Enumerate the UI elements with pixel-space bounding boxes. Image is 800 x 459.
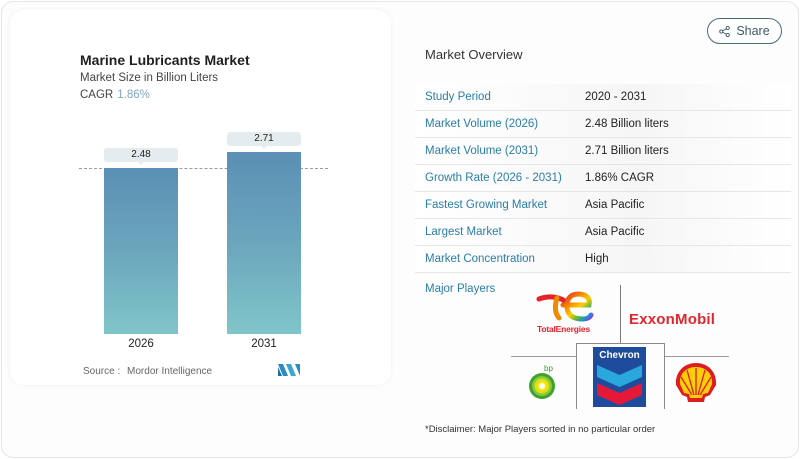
chevron-shield-icon [597, 365, 642, 405]
table-row: Growth Rate (2026 - 2031) 1.86% CAGR [415, 165, 791, 192]
shell-logo-icon [675, 363, 717, 402]
mordor-intelligence-logo-icon [278, 364, 300, 376]
row-value: 2020 - 2031 [585, 91, 647, 103]
chevron-logo: Chevron [593, 347, 646, 407]
bp-wordmark: bp [544, 364, 553, 373]
bar-value-label-2026: 2.48 [104, 148, 178, 165]
row-value: 2.48 Billion liters [585, 118, 669, 130]
bar-value-label-2031: 2.71 [227, 132, 301, 149]
chevron-wordmark: Chevron [599, 350, 640, 361]
chart-panel [10, 10, 391, 385]
players-disclaimer: *Disclaimer: Major Players sorted in no … [425, 424, 656, 435]
share-icon [719, 25, 731, 37]
row-key: Largest Market [425, 226, 502, 238]
overview-table: Study Period 2020 - 2031 Market Volume (2… [415, 84, 791, 273]
table-row: Market Volume (2026) 2.48 Billion liters [415, 111, 791, 138]
totalenergies-wordmark: TotalEnergies [537, 324, 590, 334]
share-label: Share [736, 24, 770, 38]
row-value: Asia Pacific [585, 226, 645, 238]
row-key: Growth Rate (2026 - 2031) [425, 172, 562, 184]
row-value: High [585, 253, 609, 265]
grid-divider [511, 356, 576, 357]
chart-cagr: CAGR 1.86% [80, 89, 150, 101]
overview-title: Market Overview [425, 47, 523, 62]
row-value: 2.71 Billion liters [585, 145, 669, 157]
bp-helios-logo-icon [529, 373, 555, 399]
source-label: Source : [83, 366, 121, 377]
grid-divider [664, 356, 729, 357]
totalenergies-logo: TotalEnergies [535, 291, 597, 337]
totalenergies-logo-icon [536, 291, 594, 322]
row-key: Study Period [425, 91, 491, 103]
row-key: Market Concentration [425, 253, 535, 265]
x-tick-2031: 2031 [251, 338, 277, 350]
cagr-label: CAGR [80, 89, 114, 101]
bar-2026 [104, 168, 178, 334]
x-tick-2026: 2026 [128, 338, 154, 350]
reference-line [79, 168, 328, 169]
share-button[interactable]: Share [707, 18, 782, 44]
source-note: Source : Mordor Intelligence [81, 366, 212, 377]
grid-divider [576, 343, 665, 409]
cagr-value: 1.86% [117, 89, 150, 101]
chart-subtitle: Market Size in Billion Liters [80, 72, 219, 84]
grid-divider [620, 285, 621, 343]
table-row: Market Volume (2031) 2.71 Billion liters [415, 138, 791, 165]
major-players-label: Major Players [425, 283, 496, 295]
table-row: Study Period 2020 - 2031 [415, 84, 791, 111]
source-value: Mordor Intelligence [127, 366, 213, 377]
row-value: Asia Pacific [585, 199, 645, 211]
row-key: Market Volume (2026) [425, 118, 539, 130]
bar-2031 [227, 152, 301, 334]
table-row: Market Concentration High [415, 246, 791, 273]
row-key: Fastest Growing Market [425, 199, 548, 211]
exxonmobil-logo: ExxonMobil [629, 311, 716, 328]
row-key: Market Volume (2031) [425, 145, 539, 157]
row-value: 1.86% CAGR [585, 172, 655, 184]
table-row: Fastest Growing Market Asia Pacific [415, 192, 791, 219]
table-row: Largest Market Asia Pacific [415, 219, 791, 246]
chart-title: Marine Lubricants Market [80, 52, 250, 68]
